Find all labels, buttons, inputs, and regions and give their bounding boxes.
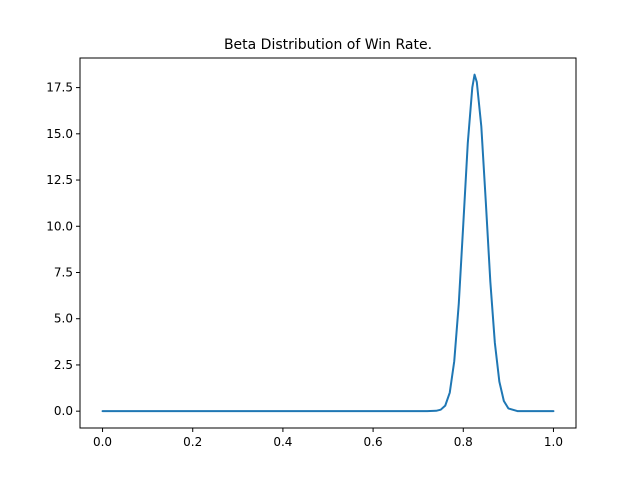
x-tick-label: 0.8 xyxy=(454,435,473,449)
y-tick-label: 15.0 xyxy=(46,127,73,141)
y-tick-label: 0.0 xyxy=(54,404,73,418)
y-tick-label: 17.5 xyxy=(46,81,73,95)
series-line-0 xyxy=(101,73,555,413)
chart-title: Beta Distribution of Win Rate. xyxy=(224,37,432,53)
y-tick-label: 12.5 xyxy=(46,173,73,187)
y-tick-label: 7.5 xyxy=(54,265,73,279)
x-tick-label: 0.0 xyxy=(93,435,112,449)
x-axis: 0.0 0.2 0.4 0.6 0.8 1.0 xyxy=(93,428,563,449)
axes-frame xyxy=(79,57,577,429)
x-tick-label: 0.6 xyxy=(364,435,383,449)
y-tick-label: 5.0 xyxy=(54,312,73,326)
x-tick-label: 1.0 xyxy=(544,435,563,449)
plot-area xyxy=(101,73,555,413)
y-tick-label: 2.5 xyxy=(54,358,73,372)
x-tick-label: 0.4 xyxy=(273,435,292,449)
y-tick-label: 10.0 xyxy=(46,219,73,233)
x-tick-label: 0.2 xyxy=(183,435,202,449)
y-axis: 0.0 2.5 5.0 7.5 10.0 12.5 15.0 17.5 xyxy=(46,81,80,418)
